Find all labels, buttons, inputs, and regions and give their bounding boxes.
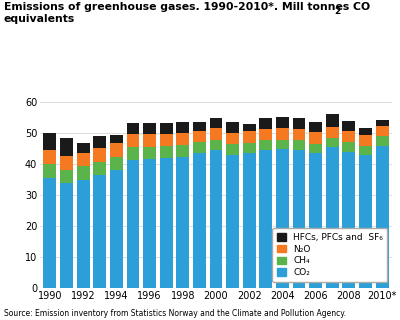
Bar bbox=[44, 133, 56, 150]
Bar bbox=[77, 153, 90, 166]
Bar bbox=[44, 178, 56, 288]
Bar bbox=[160, 134, 173, 146]
Bar bbox=[176, 133, 189, 145]
Bar bbox=[60, 156, 73, 170]
Bar bbox=[126, 124, 140, 134]
Bar bbox=[276, 149, 289, 288]
Bar bbox=[309, 122, 322, 132]
Bar bbox=[143, 147, 156, 159]
Bar bbox=[93, 162, 106, 175]
Bar bbox=[126, 134, 140, 147]
Bar bbox=[226, 155, 239, 288]
Bar bbox=[143, 134, 156, 147]
Bar bbox=[60, 183, 73, 288]
Bar bbox=[110, 135, 123, 143]
Bar bbox=[309, 144, 322, 154]
Bar bbox=[342, 132, 355, 142]
Bar bbox=[243, 132, 256, 143]
Bar bbox=[292, 117, 306, 129]
Bar bbox=[226, 144, 239, 155]
Bar bbox=[77, 143, 90, 153]
Bar bbox=[326, 127, 339, 138]
Bar bbox=[292, 129, 306, 140]
Bar bbox=[176, 122, 189, 133]
Bar bbox=[210, 140, 222, 150]
Bar bbox=[210, 118, 222, 128]
Bar bbox=[309, 132, 322, 144]
Bar bbox=[309, 154, 322, 288]
Bar bbox=[93, 175, 106, 288]
Bar bbox=[193, 122, 206, 131]
Bar bbox=[376, 146, 388, 288]
Text: equivalents: equivalents bbox=[4, 14, 75, 24]
Bar bbox=[292, 150, 306, 288]
Bar bbox=[359, 146, 372, 155]
Text: Source: Emission inventory from Statistics Norway and the Climate and Pollution : Source: Emission inventory from Statisti… bbox=[4, 309, 346, 318]
Bar bbox=[276, 128, 289, 140]
Bar bbox=[259, 129, 272, 140]
Legend: HFCs, PFCs and  SF₆, N₂O, CH₄, CO₂: HFCs, PFCs and SF₆, N₂O, CH₄, CO₂ bbox=[272, 228, 388, 282]
Bar bbox=[93, 148, 106, 162]
Bar bbox=[44, 150, 56, 164]
Bar bbox=[226, 133, 239, 144]
Bar bbox=[259, 150, 272, 288]
Bar bbox=[44, 164, 56, 178]
Bar bbox=[226, 122, 239, 133]
Bar bbox=[359, 135, 372, 146]
Bar bbox=[359, 128, 372, 135]
Bar bbox=[342, 142, 355, 152]
Bar bbox=[243, 124, 256, 132]
Bar bbox=[292, 140, 306, 150]
Bar bbox=[60, 138, 73, 156]
Bar bbox=[376, 136, 388, 146]
Bar bbox=[376, 126, 388, 136]
Bar bbox=[326, 115, 339, 127]
Bar bbox=[376, 120, 388, 126]
Bar bbox=[259, 118, 272, 129]
Bar bbox=[110, 156, 123, 170]
Bar bbox=[110, 170, 123, 288]
Bar bbox=[77, 180, 90, 288]
Bar bbox=[143, 159, 156, 288]
Bar bbox=[126, 147, 140, 160]
Bar bbox=[160, 123, 173, 134]
Bar bbox=[210, 150, 222, 288]
Bar bbox=[93, 136, 106, 148]
Bar bbox=[243, 143, 256, 154]
Bar bbox=[193, 142, 206, 154]
Bar bbox=[326, 147, 339, 288]
Bar bbox=[359, 155, 372, 288]
Bar bbox=[193, 154, 206, 288]
Bar bbox=[276, 117, 289, 128]
Bar bbox=[342, 152, 355, 288]
Bar bbox=[126, 160, 140, 288]
Bar bbox=[143, 123, 156, 134]
Bar bbox=[193, 131, 206, 142]
Bar bbox=[342, 121, 355, 132]
Bar bbox=[160, 146, 173, 158]
Text: 2: 2 bbox=[334, 7, 340, 16]
Bar bbox=[259, 140, 272, 150]
Bar bbox=[176, 145, 189, 156]
Bar bbox=[77, 166, 90, 180]
Bar bbox=[60, 170, 73, 183]
Bar bbox=[276, 140, 289, 149]
Bar bbox=[243, 154, 256, 288]
Bar bbox=[210, 128, 222, 140]
Bar bbox=[176, 156, 189, 288]
Bar bbox=[160, 158, 173, 288]
Text: Emissions of greenhouse gases. 1990-2010*. Mill tonnes CO: Emissions of greenhouse gases. 1990-2010… bbox=[4, 2, 370, 12]
Bar bbox=[326, 138, 339, 147]
Bar bbox=[110, 143, 123, 156]
